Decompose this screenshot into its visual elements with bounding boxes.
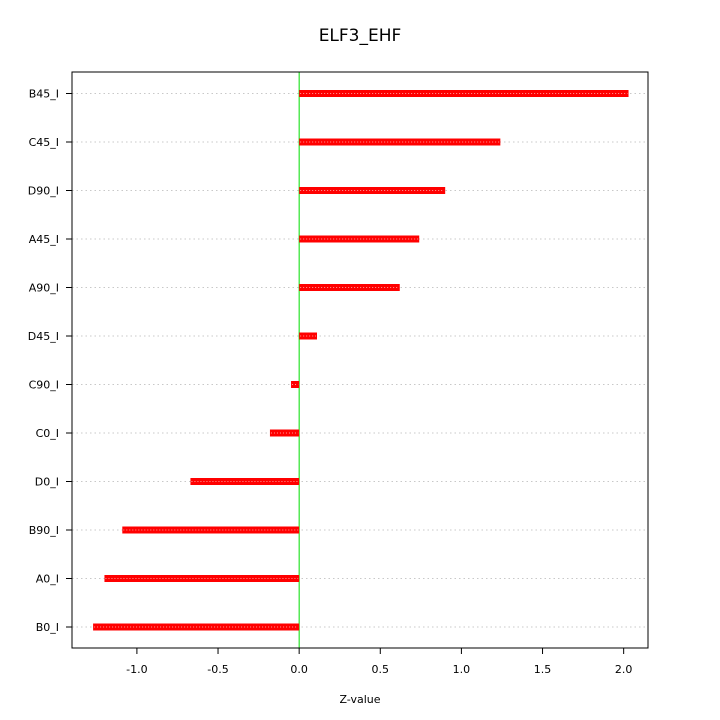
y-tick-label: D90_I bbox=[28, 185, 59, 198]
y-tick-label: B0_I bbox=[36, 621, 59, 634]
y-axis: B45_I C45_I D90_I A45_I A90_I D45_I C90_I C0_I D… bbox=[28, 88, 72, 634]
bar-b45-i bbox=[299, 90, 629, 97]
y-tick-label: A45_I bbox=[29, 233, 59, 246]
x-tick-label: -0.5 bbox=[207, 663, 228, 676]
grid-layer bbox=[72, 93, 648, 628]
x-tick-label: 0.5 bbox=[372, 663, 390, 676]
bar-d45-i bbox=[299, 332, 318, 340]
bar-c0-i bbox=[269, 429, 300, 437]
x-axis-label: Z-value bbox=[339, 693, 380, 706]
bar-d0-i bbox=[190, 478, 300, 485]
x-axis: -1.0 -0.5 0.0 0.5 1.0 1.5 2.0 bbox=[126, 648, 632, 676]
y-tick-label: C45_I bbox=[29, 136, 59, 149]
y-tick-label: C0_I bbox=[36, 427, 59, 440]
y-tick-label: D45_I bbox=[28, 330, 59, 343]
chart-title: ELF3_EHF bbox=[319, 26, 402, 46]
y-tick-label: B90_I bbox=[29, 524, 59, 537]
y-tick-label: C90_I bbox=[29, 379, 59, 392]
bar-layer bbox=[93, 90, 629, 631]
plot-frame bbox=[71, 71, 649, 649]
bar-a90-i bbox=[299, 284, 400, 291]
x-tick-label: 2.0 bbox=[615, 663, 633, 676]
y-tick-label: A0_I bbox=[36, 573, 59, 586]
y-tick-label: D0_I bbox=[35, 476, 59, 489]
x-tick-label: 1.0 bbox=[453, 663, 471, 676]
y-tick-label: A90_I bbox=[29, 282, 59, 295]
bar-a45-i bbox=[299, 235, 420, 243]
x-tick-label: 0.0 bbox=[290, 663, 308, 676]
x-tick-label: -1.0 bbox=[126, 663, 147, 676]
y-tick-label: B45_I bbox=[29, 88, 59, 101]
x-tick-label: 1.5 bbox=[534, 663, 552, 676]
